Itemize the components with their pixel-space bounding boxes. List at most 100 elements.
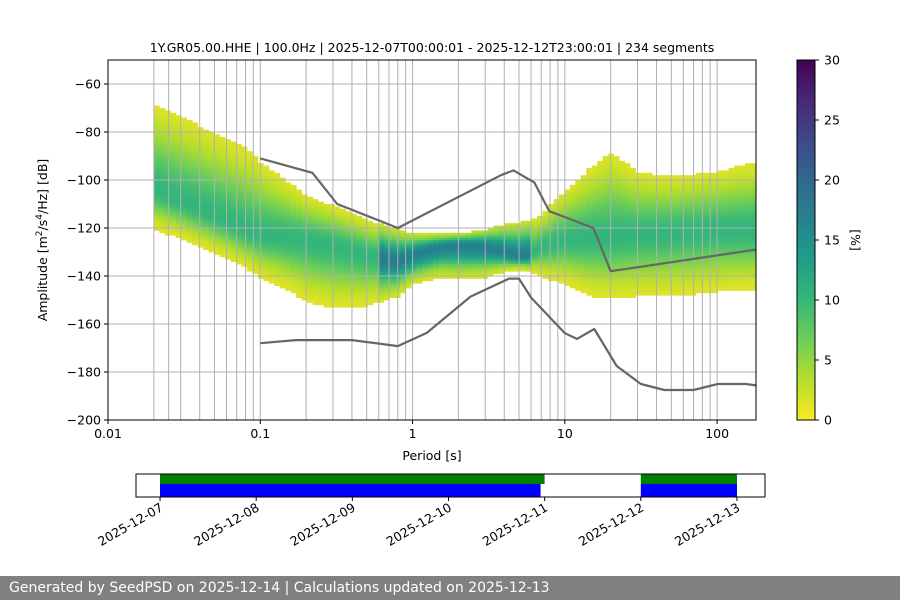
psd-density-cell [630, 172, 636, 176]
psd-density-cell [734, 223, 740, 226]
psd-density-cell [208, 163, 215, 166]
psd-density-cell [701, 290, 708, 294]
psd-density-cell [307, 249, 313, 253]
psd-density-cell [203, 156, 209, 159]
psd-density-cell [225, 206, 231, 210]
psd-density-cell [268, 264, 275, 267]
psd-density-cell [159, 136, 166, 140]
psd-density-cell [197, 177, 204, 181]
psd-density-cell [602, 278, 609, 282]
psd-density-cell [208, 223, 215, 226]
psd-density-cell [350, 302, 357, 306]
psd-density-cell [323, 254, 330, 258]
psd-density-cell [739, 216, 746, 219]
psd-density-cell [263, 256, 270, 260]
psd-density-cell [263, 194, 270, 198]
psd-density-cell [285, 228, 292, 231]
psd-density-cell [329, 259, 335, 262]
psd-density-cell [734, 189, 740, 193]
psd-density-cell [613, 194, 620, 198]
psd-density-cell [433, 259, 439, 262]
psd-density-cell [723, 223, 730, 226]
psd-density-cell [734, 192, 740, 195]
psd-density-cell [575, 232, 582, 236]
psd-density-cell [301, 237, 308, 241]
psd-density-cell [186, 163, 193, 166]
psd-density-cell [498, 230, 505, 234]
psd-density-cell [367, 232, 374, 236]
psd-density-cell [673, 264, 680, 267]
psd-density-cell [542, 247, 549, 250]
psd-density-cell [646, 276, 653, 279]
psd-density-cell [657, 182, 664, 186]
psd-density-cell [175, 129, 182, 133]
psd-density-cell [334, 259, 341, 262]
psd-density-cell [208, 216, 215, 219]
psd-density-cell [504, 242, 511, 246]
psd-density-cell [635, 218, 642, 222]
psd-density-cell [378, 295, 385, 298]
psd-density-cell [235, 208, 242, 212]
psd-density-cell [619, 252, 626, 255]
psd-density-cell [487, 232, 494, 236]
psd-density-cell [537, 247, 543, 250]
psd-density-cell [339, 304, 346, 308]
psd-density-cell [734, 228, 740, 231]
psd-segment-bar [640, 484, 737, 497]
psd-density-cell [651, 240, 658, 243]
psd-density-cell [318, 211, 324, 214]
psd-density-cell [580, 268, 587, 272]
psd-density-cell [750, 211, 757, 214]
psd-density-cell [170, 172, 177, 176]
psd-density-cell [290, 254, 297, 258]
psd-density-cell [454, 254, 461, 258]
psd-density-cell [361, 218, 368, 222]
psd-density-cell [219, 144, 226, 147]
psd-density-cell [263, 165, 270, 169]
psd-density-cell [580, 247, 587, 250]
psd-density-cell [657, 204, 664, 207]
psd-density-cell [164, 160, 171, 164]
psd-density-cell [728, 182, 735, 186]
psd-density-cell [750, 208, 757, 212]
psd-density-cell [723, 256, 730, 260]
psd-density-cell [624, 268, 631, 272]
psd-density-cell [739, 288, 746, 291]
psd-density-cell [547, 242, 554, 246]
psd-density-cell [219, 192, 226, 195]
psd-density-cell [312, 237, 319, 241]
psd-density-cell [734, 225, 740, 229]
psd-density-cell [214, 153, 220, 157]
psd-density-cell [170, 182, 177, 186]
psd-density-cell [531, 266, 538, 270]
psd-density-cell [241, 189, 248, 193]
psd-density-cell [564, 283, 571, 286]
psd-density-cell [651, 276, 658, 279]
psd-density-cell [558, 254, 565, 258]
psd-density-cell [734, 268, 740, 272]
psd-density-cell [208, 153, 215, 157]
psd-density-cell [339, 252, 346, 255]
psd-density-cell [241, 259, 248, 262]
psd-density-cell [246, 158, 253, 162]
psd-density-cell [159, 170, 166, 174]
psd-density-cell [252, 225, 259, 229]
psd-density-cell [219, 254, 226, 258]
psd-density-cell [197, 232, 204, 236]
psd-density-cell [203, 225, 209, 229]
psd-density-cell [318, 278, 324, 282]
psd-density-cell [367, 256, 374, 260]
psd-density-cell [630, 199, 636, 202]
psd-density-cell [526, 242, 532, 246]
psd-density-cell [235, 177, 242, 181]
psd-density-cell [170, 213, 177, 217]
psd-density-cell [684, 184, 691, 188]
psd-density-cell [301, 194, 308, 198]
psd-density-cell [214, 180, 220, 183]
psd-density-cell [301, 220, 308, 224]
psd-density-cell [378, 264, 385, 267]
psd-density-cell [734, 285, 740, 289]
psd-density-cell [701, 283, 708, 286]
psd-density-cell [274, 261, 281, 265]
psd-density-cell [219, 240, 226, 243]
